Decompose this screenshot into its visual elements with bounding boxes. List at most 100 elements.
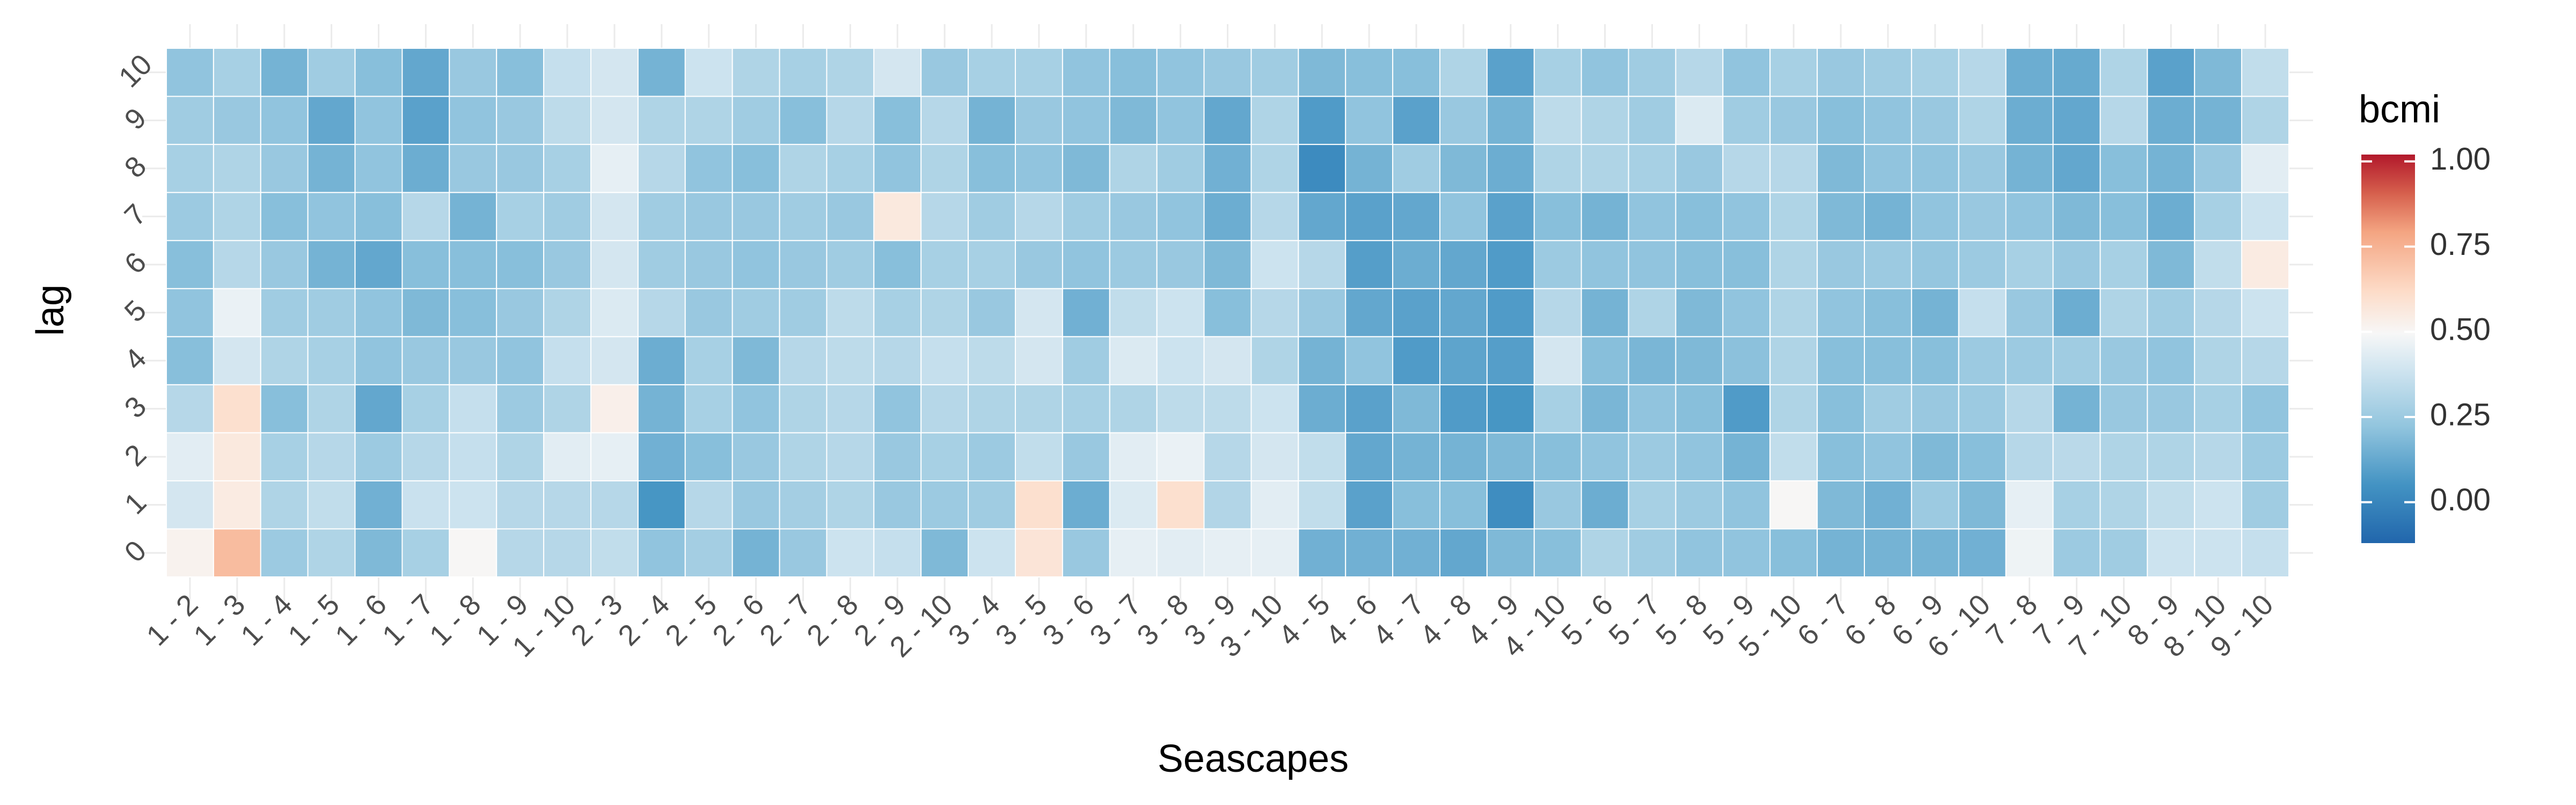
heatmap-cell <box>213 48 261 97</box>
heatmap-cell <box>1250 384 1299 434</box>
heatmap-cell <box>166 528 214 577</box>
heatmap-cell <box>1109 48 1158 97</box>
heatmap-cell <box>2052 480 2101 530</box>
heatmap-cell <box>307 48 356 97</box>
heatmap-cell <box>449 240 497 289</box>
heatmap-cell <box>543 384 591 434</box>
heatmap-cell <box>779 384 828 434</box>
y-tick-label: 0 <box>119 535 153 569</box>
heatmap-cell <box>1439 192 1488 241</box>
heatmap-cell <box>1298 288 1346 338</box>
heatmap-cell <box>166 384 214 434</box>
heatmap-cell <box>684 336 733 385</box>
heatmap-cell <box>1486 336 1535 385</box>
heatmap-cell <box>920 144 969 193</box>
heatmap-cell <box>1250 288 1299 338</box>
heatmap-cell <box>779 288 828 338</box>
heatmap-cell <box>2052 240 2101 289</box>
heatmap-cell <box>1580 48 1629 97</box>
heatmap-cell <box>590 240 639 289</box>
heatmap-cell <box>1392 96 1440 145</box>
heatmap-cell <box>1911 384 1959 434</box>
heatmap-cell <box>1109 528 1158 577</box>
heatmap-cell <box>354 432 403 481</box>
heatmap-cell <box>1817 96 1865 145</box>
heatmap-cell <box>2194 384 2243 434</box>
heatmap-cell <box>1345 288 1394 338</box>
x-tick-label: 3 - 5 <box>990 588 1053 652</box>
heatmap-cell <box>2052 192 2101 241</box>
heatmap-cell <box>260 192 309 241</box>
heatmap-cell <box>1958 480 2007 530</box>
heatmap-cell <box>1156 192 1205 241</box>
heatmap-cell <box>1298 192 1346 241</box>
heatmap-cell <box>307 144 356 193</box>
heatmap-cell <box>2241 48 2290 97</box>
heatmap-cell <box>1580 432 1629 481</box>
heatmap-cell <box>1439 240 1488 289</box>
y-tick-label: 7 <box>119 198 153 232</box>
y-tick-label: 1 <box>119 486 153 521</box>
heatmap-cell <box>1958 144 2007 193</box>
heatmap-cell <box>1203 288 1252 338</box>
heatmap-cell <box>731 288 780 338</box>
heatmap-cell <box>1486 384 1535 434</box>
heatmap-cell <box>1062 48 1110 97</box>
heatmap-cell <box>779 240 828 289</box>
heatmap-cell <box>1062 528 1110 577</box>
heatmap-cell <box>354 288 403 338</box>
heatmap-cell <box>213 480 261 530</box>
heatmap-cell <box>731 48 780 97</box>
heatmap-cell <box>590 336 639 385</box>
heatmap-cell <box>826 432 875 481</box>
x-axis-title: Seascapes <box>1158 737 1349 780</box>
heatmap-cell <box>307 240 356 289</box>
heatmap-cell <box>2241 528 2290 577</box>
heatmap-cell <box>1958 96 2007 145</box>
heatmap-cell <box>1156 432 1205 481</box>
heatmap-cell <box>779 48 828 97</box>
legend-tick-label: 0.25 <box>2430 397 2491 432</box>
heatmap-cell <box>2005 432 2054 481</box>
heatmap-cell <box>826 336 875 385</box>
heatmap-cell <box>1109 96 1158 145</box>
heatmap-cell <box>1628 48 1677 97</box>
heatmap-cell <box>1298 336 1346 385</box>
heatmap-cell <box>2241 96 2290 145</box>
heatmap-cell <box>354 336 403 385</box>
heatmap-cell <box>1439 144 1488 193</box>
heatmap-cell <box>826 480 875 530</box>
heatmap-cell <box>1911 336 1959 385</box>
heatmap-cell <box>1628 432 1677 481</box>
heatmap-cell <box>968 192 1016 241</box>
heatmap-cell <box>1015 480 1063 530</box>
heatmap-cell <box>1062 144 1110 193</box>
heatmap-cell <box>1911 480 1959 530</box>
heatmap-cell <box>826 48 875 97</box>
heatmap-cell <box>1533 528 1582 577</box>
heatmap-cell <box>1109 240 1158 289</box>
heatmap-cell <box>1345 192 1394 241</box>
heatmap-cell <box>1062 240 1110 289</box>
heatmap-cell <box>1109 192 1158 241</box>
heatmap-cell <box>1628 96 1677 145</box>
heatmap-cell <box>2005 336 2054 385</box>
heatmap-cell <box>968 336 1016 385</box>
heatmap-cell <box>1250 432 1299 481</box>
heatmap-cell <box>1580 192 1629 241</box>
heatmap-cell <box>1062 336 1110 385</box>
heatmap-cell <box>731 528 780 577</box>
heatmap-cell <box>1533 96 1582 145</box>
heatmap-cell <box>779 96 828 145</box>
heatmap-cell <box>684 288 733 338</box>
heatmap-cell <box>1392 144 1440 193</box>
heatmap-cell <box>1769 288 1818 338</box>
heatmap-cell <box>1533 240 1582 289</box>
heatmap-cell <box>1486 288 1535 338</box>
heatmap-cell <box>637 480 686 530</box>
heatmap-cell <box>1439 480 1488 530</box>
legend-ticks: 0.00 0.25 0.50 0.75 1.00 <box>2361 142 2491 517</box>
heatmap-cell <box>1203 96 1252 145</box>
heatmap-cell <box>1015 96 1063 145</box>
heatmap-cell <box>1345 48 1394 97</box>
